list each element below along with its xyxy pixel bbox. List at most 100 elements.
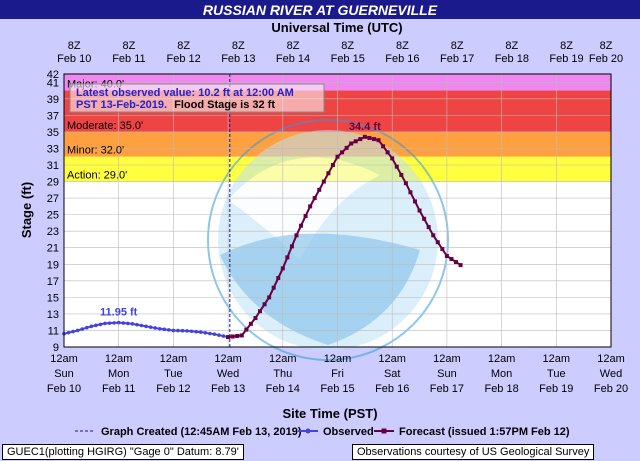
forecast-point	[362, 134, 367, 139]
x-tick-label: Feb 16	[375, 383, 409, 395]
forecast-point	[258, 309, 263, 314]
x-tick-label: Feb 12	[156, 383, 190, 395]
x-tick-label: 12am	[597, 353, 625, 365]
observations-credit: Observations courtesy of US Geological S…	[352, 444, 595, 460]
observed-point	[221, 334, 226, 338]
observed-point	[75, 328, 80, 333]
x-tick-label: 12am	[543, 353, 571, 365]
forecast-point	[417, 208, 422, 213]
latest-observation-box: Latest observed value: 10.2 ft at 12:00 …	[69, 83, 325, 113]
observed-point	[157, 327, 162, 331]
x-tick-label: Thu	[273, 368, 292, 380]
x-tick-label: 12am	[378, 353, 406, 365]
observed-point	[80, 327, 85, 331]
y-tick-label: 17	[47, 276, 59, 288]
legend: Graph Created (12:45AM Feb 13, 2019) Obs…	[75, 426, 570, 438]
observed-point	[71, 329, 75, 334]
observed-point	[94, 323, 98, 328]
x-tick-label: Wed	[217, 368, 239, 380]
x-tick-label: Feb 17	[430, 383, 464, 395]
y-tick-label: 15	[47, 292, 59, 304]
chart-title: RUSSIAN RIVER AT GUERNEVILLE	[203, 2, 438, 18]
observed-point	[130, 322, 135, 326]
top-tick-label: Feb 19	[549, 53, 583, 65]
observed-point	[198, 330, 203, 334]
x-tick-label: 12am	[214, 353, 242, 365]
x-tick-label: Feb 14	[266, 383, 300, 395]
svg-text:PST 13-Feb-2019. Flood: PST 13-Feb-2019. Flood Stage is 32 ft	[76, 99, 275, 111]
observed-point	[121, 321, 126, 325]
observed-point	[103, 321, 107, 326]
y-tick-label: 27	[47, 193, 59, 205]
flood-label-action: Action: 29.0'	[67, 170, 127, 182]
x-tick-label: Feb 11	[102, 383, 135, 395]
x-tick-label: Mon	[491, 368, 512, 380]
forecast-point	[340, 150, 345, 155]
top-axis-title: Universal Time (UTC)	[271, 20, 402, 35]
top-tick-label: 8Z	[123, 40, 136, 52]
observed-point	[167, 328, 171, 332]
observed-point	[153, 326, 157, 330]
top-tick-label: 8Z	[600, 40, 613, 52]
x-tick-label: 12am	[433, 353, 461, 365]
forecast-point	[426, 225, 431, 230]
observed-point	[217, 333, 221, 337]
forecast-point	[385, 150, 390, 155]
forecast-point	[444, 254, 449, 258]
x-tick-label: Sat	[384, 368, 401, 380]
y-tick-label: 25	[47, 210, 59, 222]
forecast-point	[262, 302, 267, 307]
forecast-point	[235, 333, 240, 338]
y-tick-label: 19	[47, 259, 59, 271]
x-tick-label: Fri	[331, 368, 344, 380]
forecast-point	[403, 181, 408, 186]
forecast-point	[230, 334, 235, 339]
observed-point	[98, 322, 103, 327]
forecast-point	[267, 295, 272, 300]
forecast-point	[244, 327, 249, 332]
x-tick-label: Feb 15	[320, 383, 354, 395]
forecast-point	[394, 164, 399, 169]
observed-point	[144, 324, 148, 329]
x-tick-label: Feb 13	[211, 383, 245, 395]
y-tick-label: 35	[47, 127, 59, 139]
forecast-point	[303, 214, 308, 219]
forecast-point	[458, 263, 463, 268]
x-tick-label: Mon	[108, 368, 129, 380]
forecast-point	[349, 141, 354, 146]
observed-point	[84, 325, 89, 330]
forecast-peak-label: 34.4 ft	[349, 121, 381, 133]
forecast-point	[312, 196, 317, 201]
y-tick-label: 39	[47, 94, 59, 106]
x-tick-label: Feb 18	[484, 383, 518, 395]
forecast-point	[431, 233, 436, 238]
x-tick-label: 12am	[488, 353, 516, 365]
observed-point	[203, 330, 208, 335]
y-tick-label: 41	[47, 77, 59, 89]
x-tick-label: Tue	[164, 368, 183, 380]
forecast-point	[321, 179, 326, 184]
observed-point	[148, 325, 153, 329]
x-tick-label: 12am	[269, 353, 297, 365]
top-tick-label: Feb 15	[331, 53, 365, 65]
x-axis-title: Site Time (PST)	[282, 406, 377, 421]
observed-point	[126, 321, 130, 326]
legend-observed-dot	[305, 428, 311, 434]
top-tick-label: Feb 16	[385, 53, 419, 65]
legend-observed-label: Observed	[323, 426, 374, 438]
forecast-series-points	[226, 134, 463, 340]
legend-forecast-label: Forecast (issued 1:57PM Feb 12)	[399, 426, 570, 438]
y-tick-label: 37	[47, 110, 59, 122]
top-tick-label: Feb 20	[589, 53, 623, 65]
forecast-point	[367, 135, 372, 140]
forecast-point	[330, 163, 335, 167]
x-tick-label: Sun	[54, 368, 74, 380]
y-tick-label: 13	[47, 309, 59, 321]
plot-area: Major: 40.0'Moderate: 35.0'Minor: 32.0'A…	[62, 73, 612, 361]
forecast-point	[326, 171, 331, 176]
forecast-point	[381, 144, 386, 149]
observed-point	[139, 323, 144, 328]
bottom-axis-ticks: 12am Sun Feb 10 12am Mon Feb 11 12am Tue Feb 12 1…	[47, 353, 628, 395]
